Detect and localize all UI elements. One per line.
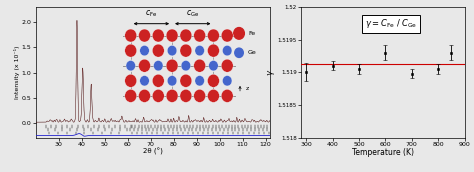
Circle shape — [194, 59, 206, 72]
Circle shape — [221, 29, 233, 42]
Circle shape — [180, 74, 192, 87]
Y-axis label: γ: γ — [266, 70, 275, 75]
Circle shape — [209, 61, 218, 71]
Circle shape — [138, 59, 150, 72]
Circle shape — [167, 76, 177, 86]
Text: Ge: Ge — [248, 50, 256, 55]
Circle shape — [140, 76, 149, 86]
Circle shape — [138, 29, 150, 42]
Circle shape — [235, 48, 243, 57]
Circle shape — [152, 29, 164, 42]
Circle shape — [140, 45, 149, 56]
Circle shape — [208, 74, 219, 87]
X-axis label: 2θ (°): 2θ (°) — [143, 148, 163, 155]
Circle shape — [167, 45, 177, 56]
Circle shape — [125, 44, 137, 57]
Circle shape — [166, 59, 178, 72]
Text: z: z — [246, 86, 249, 91]
Text: $\gamma = C_\mathrm{Fe}\ /\ C_\mathrm{Ge}$: $\gamma = C_\mathrm{Fe}\ /\ C_\mathrm{Ge… — [365, 17, 417, 30]
Circle shape — [125, 89, 137, 102]
Circle shape — [166, 29, 178, 42]
Circle shape — [222, 45, 232, 56]
Circle shape — [180, 29, 192, 42]
Circle shape — [195, 45, 204, 56]
Circle shape — [138, 89, 150, 102]
Circle shape — [234, 28, 245, 39]
Text: Fe: Fe — [248, 31, 255, 36]
Circle shape — [125, 29, 137, 42]
Circle shape — [154, 61, 163, 71]
Circle shape — [152, 74, 164, 87]
Circle shape — [194, 29, 206, 42]
Circle shape — [221, 89, 233, 102]
Y-axis label: Intensity (x 10⁻¹): Intensity (x 10⁻¹) — [14, 45, 20, 99]
Circle shape — [126, 61, 136, 71]
Text: $c_\mathrm{Fe}$: $c_\mathrm{Fe}$ — [145, 9, 157, 19]
Circle shape — [195, 76, 204, 86]
Text: $c_\mathrm{Ge}$: $c_\mathrm{Ge}$ — [186, 9, 200, 19]
X-axis label: Temperature (K): Temperature (K) — [352, 148, 414, 157]
Circle shape — [222, 76, 232, 86]
Circle shape — [166, 89, 178, 102]
Circle shape — [180, 44, 192, 57]
Circle shape — [221, 59, 233, 72]
Circle shape — [208, 29, 219, 42]
Circle shape — [180, 89, 192, 102]
Circle shape — [181, 61, 191, 71]
Circle shape — [152, 89, 164, 102]
Circle shape — [208, 89, 219, 102]
Circle shape — [152, 44, 164, 57]
Circle shape — [194, 89, 206, 102]
Circle shape — [208, 44, 219, 57]
Circle shape — [125, 74, 137, 87]
